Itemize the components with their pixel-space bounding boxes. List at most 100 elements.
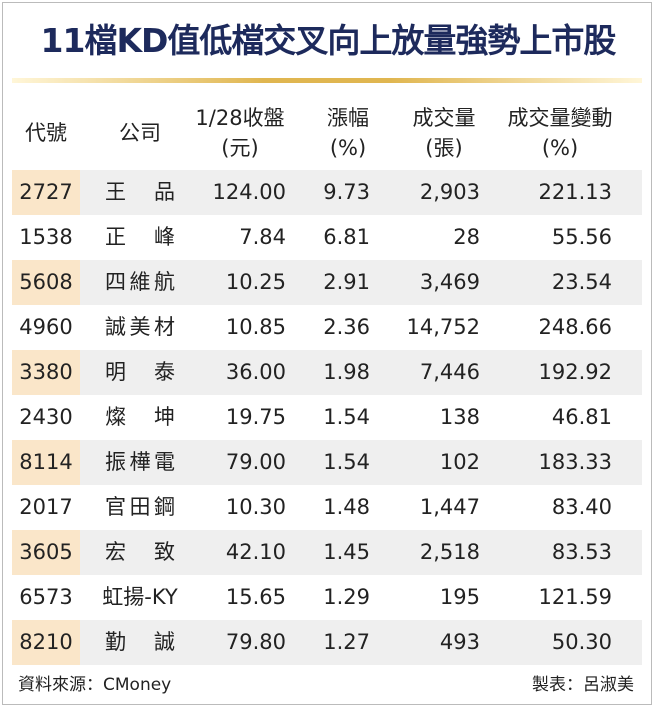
value: 2,518 — [419, 540, 480, 564]
header-line: 成交量 — [412, 106, 476, 130]
value: 1.29 — [323, 585, 370, 609]
value: 28 — [453, 225, 480, 249]
row-bg — [12, 350, 642, 395]
value: 1.54 — [323, 450, 370, 474]
code-bg — [12, 350, 80, 395]
code: 8210 — [19, 630, 73, 654]
value: 7,446 — [419, 360, 480, 384]
company-name: 虹揚-KY — [102, 585, 178, 609]
value: 10.30 — [225, 495, 286, 519]
value: 46.81 — [551, 405, 612, 429]
value: 2,903 — [419, 180, 480, 204]
value: 79.00 — [225, 450, 286, 474]
value: 9.73 — [323, 180, 370, 204]
company-name: 四維航 — [105, 270, 175, 294]
company: 宏致 — [100, 530, 180, 575]
header-line: (%) — [329, 136, 367, 160]
code-bg — [12, 260, 80, 305]
value: 1.98 — [323, 360, 370, 384]
row-bg — [12, 260, 642, 305]
company: 勤誠 — [100, 620, 180, 665]
header-line: 成交量變動 — [507, 106, 613, 130]
value: 1,447 — [419, 495, 480, 519]
value: 183.33 — [538, 450, 612, 474]
value: 1.45 — [323, 540, 370, 564]
value: 192.92 — [538, 360, 612, 384]
header-cell: 漲幅 (%) — [268, 103, 428, 163]
value: 79.80 — [225, 630, 286, 654]
company: 四維航 — [100, 260, 180, 305]
row-bg — [12, 620, 642, 665]
row-bg — [12, 170, 642, 215]
value: 6.81 — [323, 225, 370, 249]
code: 2017 — [19, 495, 73, 519]
code-bg — [12, 170, 80, 215]
company-name: 誠美材 — [105, 315, 175, 339]
code: 5608 — [19, 270, 73, 294]
value: 7.84 — [239, 225, 286, 249]
company-name: 宏致 — [105, 540, 175, 564]
header-cell: 1/28收盤 (元) — [160, 103, 320, 163]
value: 124.00 — [212, 180, 286, 204]
company-name: 燦坤 — [105, 405, 175, 429]
code-bg — [12, 530, 80, 575]
company-name: 官田鋼 — [105, 495, 175, 519]
value: 3,469 — [419, 270, 480, 294]
company: 誠美材 — [100, 305, 180, 350]
value: 102 — [439, 450, 480, 474]
header-cell: 代號 — [0, 118, 126, 148]
value: 10.25 — [225, 270, 286, 294]
code: 6573 — [19, 585, 73, 609]
value: 19.75 — [225, 405, 286, 429]
value: 1.54 — [323, 405, 370, 429]
value: 23.54 — [551, 270, 612, 294]
header-line: 公司 — [119, 121, 161, 145]
company: 官田鋼 — [100, 485, 180, 530]
code: 4960 — [19, 315, 73, 339]
value: 1.48 — [323, 495, 370, 519]
code: 8114 — [19, 450, 73, 474]
value: 1.27 — [323, 630, 370, 654]
value: 83.40 — [551, 495, 612, 519]
code-bg — [12, 620, 80, 665]
value: 138 — [439, 405, 480, 429]
value: 2.36 — [323, 315, 370, 339]
code: 1538 — [19, 225, 73, 249]
value: 14,752 — [406, 315, 480, 339]
title-rule — [12, 78, 642, 83]
code: 2727 — [19, 180, 73, 204]
value: 83.53 — [551, 540, 612, 564]
company-name: 王品 — [105, 180, 175, 204]
header-line: (張) — [425, 136, 463, 160]
value: 15.65 — [225, 585, 286, 609]
company: 明泰 — [100, 350, 180, 395]
row-bg — [12, 440, 642, 485]
value: 55.56 — [551, 225, 612, 249]
company: 正峰 — [100, 215, 180, 260]
code: 3605 — [19, 540, 73, 564]
company: 虹揚-KY — [100, 575, 180, 620]
value: 221.13 — [538, 180, 612, 204]
company-name: 明泰 — [105, 360, 175, 384]
header-cell: 公司 — [60, 118, 220, 148]
title: 11檔KD值低檔交叉向上放量強勢上市股 — [40, 21, 617, 60]
value: 248.66 — [538, 315, 612, 339]
value: 121.59 — [538, 585, 612, 609]
value: 195 — [439, 585, 480, 609]
company-name: 勤誠 — [105, 630, 175, 654]
code-bg — [12, 440, 80, 485]
header-line: (元) — [221, 136, 259, 160]
value: 10.85 — [225, 315, 286, 339]
header-line: 代號 — [25, 121, 67, 145]
header-line: 1/28收盤 — [195, 106, 285, 130]
value: 42.10 — [225, 540, 286, 564]
source: 資料來源：CMoney — [18, 675, 172, 695]
value: 493 — [439, 630, 480, 654]
header-cell: 成交量變動 (%) — [480, 103, 640, 163]
header-line: (%) — [541, 136, 579, 160]
author: 製表：呂淑美 — [532, 675, 634, 695]
company: 振樺電 — [100, 440, 180, 485]
company-name: 振樺電 — [105, 450, 175, 474]
